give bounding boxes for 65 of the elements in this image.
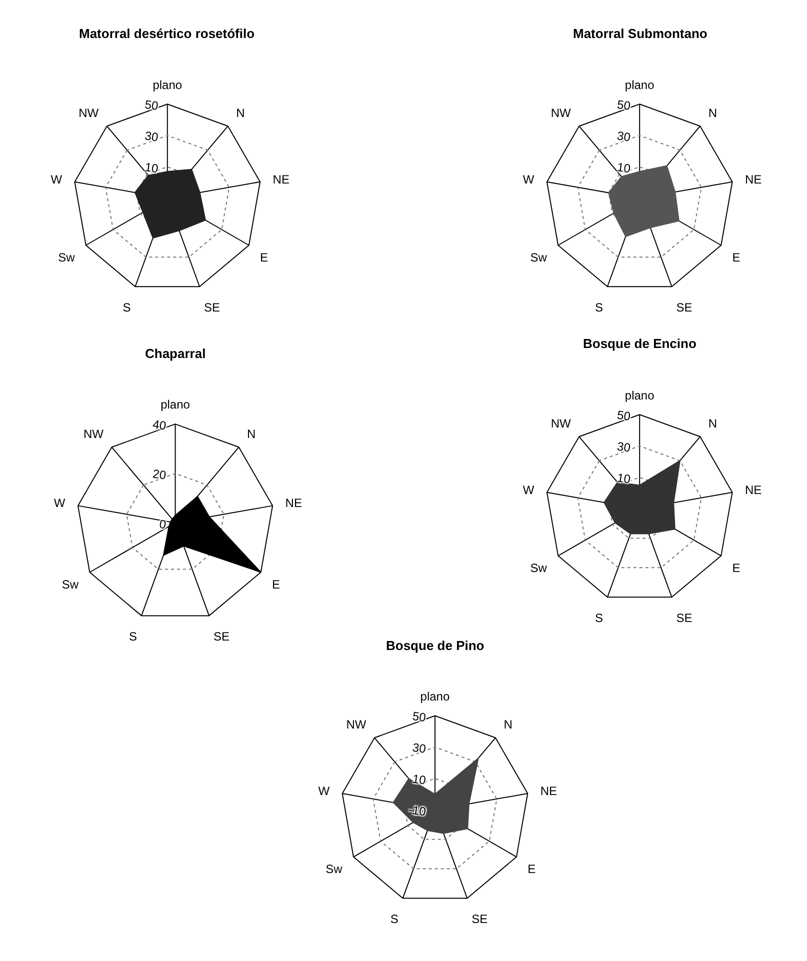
- spoke-label: Sw: [530, 560, 548, 575]
- spoke-label: plano: [160, 398, 190, 412]
- spoke-label: NW: [346, 718, 367, 732]
- spoke-label: SE: [472, 912, 488, 926]
- spoke-label: S: [129, 630, 138, 644]
- spoke-label: W: [522, 482, 535, 497]
- spoke-label: plano: [420, 689, 450, 704]
- spoke-label: NW: [550, 106, 572, 120]
- spoke-label: S: [122, 300, 131, 314]
- spoke-label: NE: [272, 172, 290, 186]
- spoke-label: W: [318, 784, 330, 798]
- y-tick-label: 50: [144, 97, 160, 114]
- chart-title: Matorral Submontano: [573, 26, 708, 41]
- spoke-label: SE: [676, 610, 692, 625]
- spoke-label: NE: [744, 482, 762, 497]
- spoke-label: N: [504, 718, 512, 732]
- spoke-label: E: [732, 250, 740, 264]
- spoke-label: SE: [676, 300, 692, 314]
- y-tick-label: 30: [616, 439, 632, 455]
- chart-title: Bosque de Encino: [583, 336, 696, 351]
- spoke-label: plano: [624, 388, 655, 402]
- y-tick-label: 20: [152, 466, 168, 482]
- spoke-label: S: [594, 610, 604, 625]
- spoke-label: Sw: [62, 577, 79, 592]
- y-tick-label: 10: [144, 160, 160, 176]
- spoke-label: NE: [540, 784, 558, 798]
- spoke-label: NE: [744, 172, 762, 186]
- spoke-label: E: [528, 862, 536, 876]
- y-tick-label: 40: [152, 417, 168, 433]
- spoke-label: S: [594, 300, 604, 314]
- spoke-label: E: [732, 560, 740, 575]
- spoke-label: SE: [213, 630, 230, 644]
- spoke-label: E: [260, 250, 268, 264]
- spoke-label: NW: [550, 416, 572, 431]
- spoke-label: N: [708, 416, 718, 431]
- y-tick-label: 30: [616, 128, 632, 144]
- chart-title: Matorral desértico rosetófilo: [79, 26, 255, 41]
- spoke-label: NW: [83, 427, 104, 442]
- spoke-label: plano: [624, 78, 655, 92]
- y-tick-label: 50: [616, 97, 632, 114]
- spoke-label: W: [54, 496, 66, 510]
- spoke-label: NW: [78, 106, 100, 120]
- spoke-label: S: [390, 912, 398, 926]
- chart-title: Chaparral: [145, 346, 206, 361]
- y-tick-label: 50: [412, 708, 428, 725]
- y-tick-label: 30: [144, 128, 160, 144]
- spoke-label: SE: [204, 300, 220, 314]
- y-tick-label: 10: [616, 470, 632, 486]
- spoke-label: W: [522, 172, 535, 186]
- spoke-label: E: [272, 577, 280, 592]
- spoke-label: W: [50, 172, 63, 186]
- spoke-label: N: [236, 106, 245, 120]
- y-tick-label: 50: [616, 408, 632, 424]
- spoke-label: Sw: [326, 862, 343, 876]
- y-tick-label: 10: [616, 160, 632, 176]
- y-tick-label: 10: [412, 772, 428, 788]
- spoke-label: N: [708, 106, 718, 120]
- spoke-label: plano: [152, 78, 182, 92]
- spoke-label: Sw: [530, 250, 548, 264]
- chart-title: Bosque de Pino: [386, 638, 484, 653]
- spoke-label: Sw: [58, 250, 76, 264]
- y-tick-label: 30: [412, 740, 428, 756]
- spoke-label: N: [247, 427, 256, 442]
- y-tick-label: -10: [408, 802, 428, 819]
- spoke-label: NE: [285, 496, 302, 510]
